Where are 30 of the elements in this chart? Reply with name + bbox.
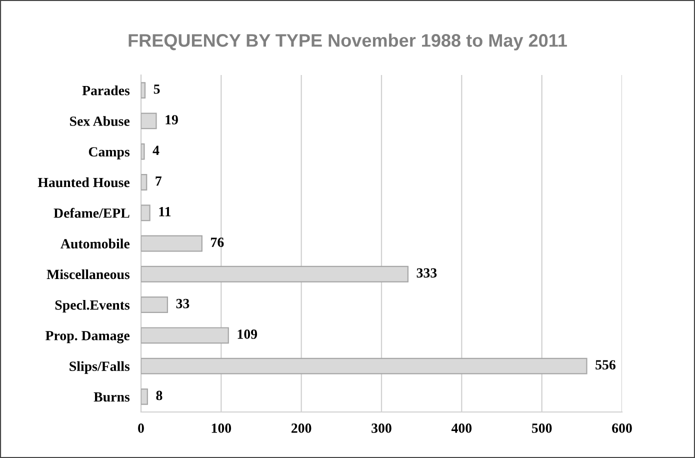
y-tick-label: Prop. Damage: [46, 331, 130, 344]
y-tick-label: Defame/EPL: [54, 208, 130, 218]
chart-title: FREQUENCY BY TYPE November 1988 to May 2011: [128, 34, 567, 50]
x-tick-label: 600: [612, 424, 632, 433]
data-label: 109: [238, 330, 258, 339]
y-tick-label: Specl.Events: [55, 300, 130, 313]
x-tick-label: 500: [532, 424, 552, 433]
data-label: 8: [156, 390, 162, 400]
y-tick-label: Haunted House: [38, 177, 130, 188]
y-tick-label: Automobile: [60, 238, 130, 248]
data-label: 5: [154, 84, 160, 94]
data-label: 33: [176, 298, 190, 308]
data-label: 76: [211, 238, 224, 247]
x-tick-label: 0: [138, 424, 144, 433]
data-label: 556: [596, 360, 616, 370]
data-label: 4: [152, 146, 160, 155]
data-label: 19: [166, 115, 178, 124]
data-label: 333: [416, 268, 437, 278]
x-tick-label: 100: [212, 424, 232, 433]
y-tick-label: Parades: [82, 86, 130, 96]
x-tick-label: 300: [372, 424, 392, 433]
y-tick-label: Camps: [88, 147, 130, 160]
y-tick-label: Slips/Falls: [70, 361, 130, 374]
y-tick-label: Miscellaneous: [46, 269, 130, 280]
data-label: 11: [159, 207, 171, 216]
data-label: 7: [156, 176, 162, 186]
x-tick-label: 400: [451, 424, 472, 433]
y-tick-label: Sex Abuse: [70, 116, 130, 126]
x-tick-label: 200: [292, 424, 312, 433]
y-tick-label: Burns: [94, 392, 130, 402]
